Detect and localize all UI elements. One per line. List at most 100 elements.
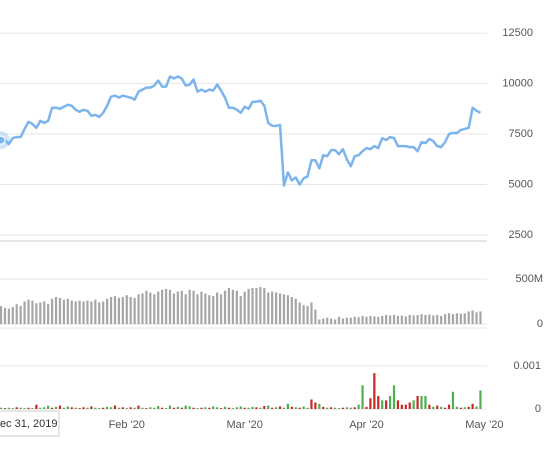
- bar: [432, 315, 435, 324]
- bar: [19, 407, 22, 409]
- bar: [381, 315, 384, 324]
- bar: [125, 295, 128, 324]
- bar: [369, 398, 372, 409]
- bar: [196, 294, 199, 324]
- bar: [381, 400, 384, 409]
- y-tick-label: 0: [535, 403, 541, 415]
- bar: [388, 396, 392, 409]
- bar: [208, 407, 211, 409]
- bar: [78, 300, 81, 324]
- bar: [267, 292, 270, 324]
- bar: [341, 318, 345, 324]
- x-tick-label: Mar '20: [226, 419, 262, 431]
- bar: [365, 406, 368, 409]
- bar: [377, 316, 380, 324]
- price-line: [1, 75, 482, 187]
- bar: [443, 314, 447, 324]
- bar: [306, 306, 309, 324]
- bar: [412, 315, 415, 324]
- bar: [294, 407, 297, 409]
- bar: [117, 407, 120, 409]
- bar: [78, 408, 81, 409]
- bar: [282, 407, 286, 409]
- bar: [223, 406, 227, 409]
- bar: [400, 404, 403, 409]
- bar: [66, 298, 69, 324]
- bar: [149, 407, 152, 409]
- y-tick-label: 500M: [515, 273, 543, 285]
- bar: [479, 311, 482, 324]
- bar: [133, 407, 136, 409]
- bar: [172, 293, 176, 324]
- bar: [447, 404, 451, 409]
- bar: [192, 290, 195, 324]
- bar: [259, 287, 262, 324]
- bar: [82, 301, 85, 324]
- bar: [86, 407, 89, 409]
- bar: [451, 391, 455, 409]
- bar: [361, 315, 364, 324]
- bar: [271, 407, 274, 409]
- bar: [377, 396, 380, 409]
- bar: [117, 297, 120, 324]
- bar: [326, 407, 329, 409]
- bar: [396, 315, 400, 324]
- bar: [0, 306, 3, 324]
- bar: [404, 316, 407, 324]
- bar: [365, 316, 368, 324]
- bar: [161, 407, 164, 409]
- bar: [54, 297, 58, 324]
- bar: [70, 300, 73, 324]
- bar: [282, 294, 286, 324]
- bar: [475, 406, 478, 409]
- bar: [447, 313, 451, 324]
- bar: [58, 405, 62, 409]
- bar: [113, 296, 117, 324]
- bar: [125, 408, 128, 409]
- bar: [31, 300, 34, 324]
- bar: [428, 314, 431, 324]
- bar: [27, 299, 30, 324]
- bar: [58, 297, 62, 324]
- bar: [15, 304, 18, 324]
- bar: [90, 301, 93, 324]
- bar: [168, 405, 172, 409]
- bar: [286, 403, 289, 409]
- bar: [314, 402, 317, 409]
- bar: [98, 408, 101, 409]
- bar: [310, 399, 313, 409]
- bar: [157, 405, 160, 409]
- bar: [239, 296, 242, 324]
- bar: [416, 315, 419, 324]
- bar: [471, 310, 474, 324]
- bar: [263, 405, 266, 409]
- bar: [385, 315, 388, 324]
- bar: [31, 408, 34, 409]
- tooltip-text: Dec 31, 2019: [0, 418, 57, 430]
- bar: [436, 315, 439, 324]
- bar: [231, 408, 234, 409]
- bar: [330, 407, 333, 409]
- bar: [408, 315, 411, 324]
- bar: [35, 303, 38, 324]
- bar: [318, 319, 321, 324]
- bar: [7, 308, 10, 324]
- bar: [451, 314, 455, 324]
- bar: [298, 407, 301, 409]
- bar: [290, 297, 293, 324]
- bar: [392, 385, 396, 409]
- bar: [109, 297, 113, 324]
- bar: [94, 407, 97, 409]
- bar: [471, 403, 474, 409]
- bar: [184, 405, 187, 409]
- bar: [231, 289, 234, 324]
- bar: [0, 407, 3, 409]
- bar: [255, 288, 258, 324]
- bar: [196, 408, 199, 409]
- bar: [286, 295, 289, 324]
- bar: [278, 293, 282, 324]
- bar: [50, 298, 54, 324]
- bar: [102, 301, 105, 324]
- y-tick-label: 0.001: [513, 360, 541, 372]
- bar: [440, 406, 443, 409]
